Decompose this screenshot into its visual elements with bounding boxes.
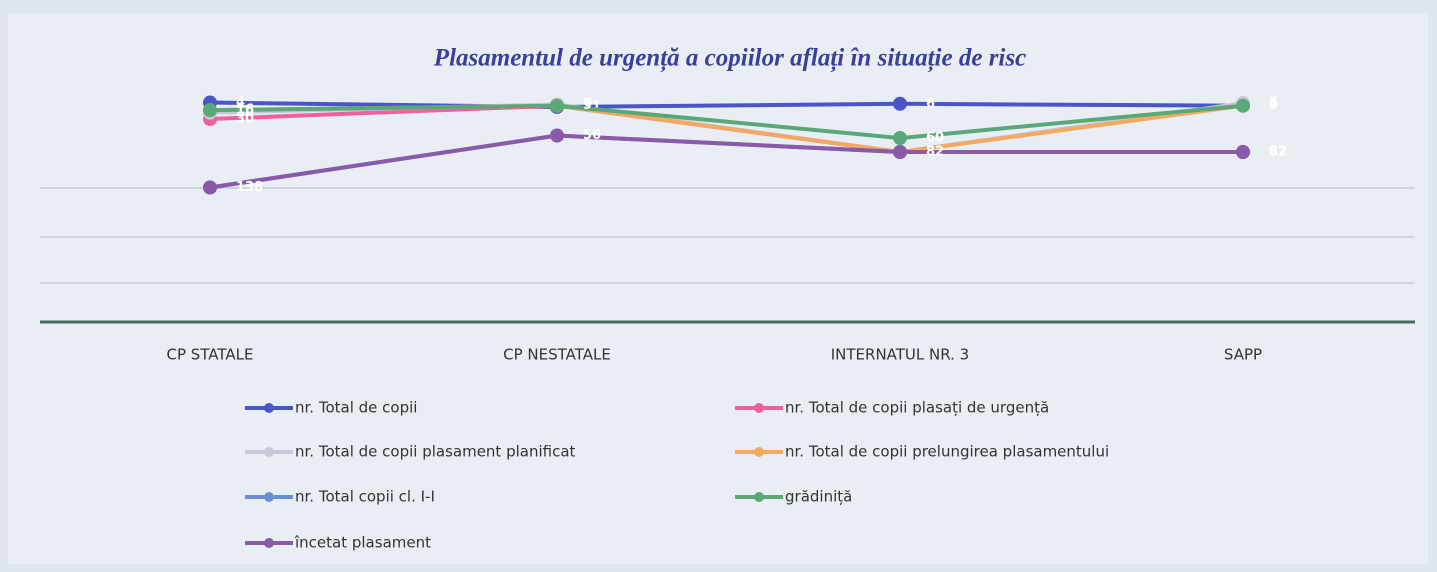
legend-label: nr. Total de copii plasament planificat (295, 443, 576, 461)
series-line (209, 103, 1244, 141)
data-point (203, 103, 217, 118)
legend-label: grădiniță (785, 488, 852, 506)
legend-label: încetat plasament (294, 534, 431, 552)
chart-title: Plasamentul de urgență a copiilor aflați… (433, 45, 1026, 73)
series-line (209, 133, 1243, 190)
legend-label: nr. Total de copii (295, 399, 417, 417)
legend-swatch-dot (264, 447, 274, 457)
data-point (1236, 145, 1250, 160)
data-label: 82 (926, 145, 944, 160)
data-label: 9 (1269, 98, 1278, 113)
data-label: 16 (236, 103, 254, 118)
data-label: 60 (926, 131, 944, 146)
data-label: 9 (583, 98, 592, 113)
data-point (893, 96, 907, 111)
data-point (893, 145, 907, 160)
legend-swatch-dot (754, 403, 764, 413)
data-point (550, 98, 564, 113)
data-point (1236, 98, 1250, 113)
x-tick-label: SAPP (1224, 346, 1262, 364)
data-label: 82 (1269, 145, 1287, 160)
data-label: 9 (1269, 98, 1278, 113)
data-label: 9 (583, 98, 592, 113)
data-label: 82 (1269, 145, 1287, 160)
chart-panel (8, 14, 1428, 564)
data-label: 30 (236, 112, 254, 127)
x-tick-label: CP NESTATALE (503, 346, 611, 364)
data-label: 9 (1269, 98, 1278, 113)
data-point (893, 131, 907, 146)
x-tick-label: INTERNATUL NR. 3 (831, 346, 969, 364)
series-line (209, 100, 1244, 109)
data-label: 6 (926, 96, 935, 111)
legend-label: nr. Total copii cl. I-I (295, 488, 435, 506)
legend-label: nr. Total de copii prelungirea plasament… (785, 443, 1109, 461)
data-label: 9 (583, 98, 592, 113)
data-label: 56 (583, 128, 601, 143)
data-point (550, 128, 564, 143)
legend-swatch-dot (264, 538, 274, 548)
data-label: 5 (1269, 96, 1278, 111)
legend-label: nr. Total de copii plasați de urgență (785, 399, 1049, 417)
data-label: 4 (236, 95, 245, 110)
x-tick-label: CP STATALE (167, 346, 254, 364)
data-label: 138 (236, 180, 263, 195)
legend-swatch-dot (264, 492, 274, 502)
legend-swatch-dot (754, 492, 764, 502)
data-label: 82 (1269, 145, 1287, 160)
legend-swatch-dot (264, 403, 274, 413)
data-label: 7 (583, 97, 592, 112)
legend-swatch-dot (754, 447, 764, 457)
data-point (203, 180, 217, 195)
